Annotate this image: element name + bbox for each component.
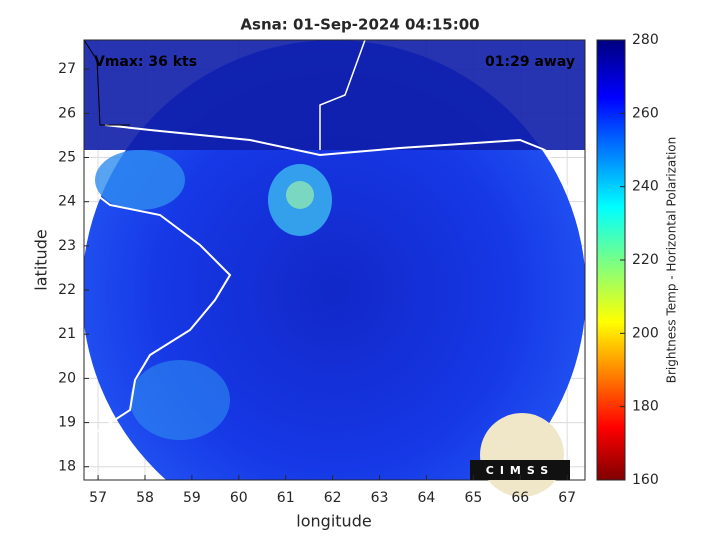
bright-area (95, 150, 185, 210)
y-tick-label: 19 (58, 415, 76, 431)
colorbar-tick-label: 280 (632, 32, 659, 48)
x-tick-label: 57 (89, 490, 107, 506)
colorbar-tick-label: 200 (632, 325, 659, 341)
bright-area (286, 181, 314, 209)
coastline-outside (83, 39, 130, 126)
y-tick-label: 26 (58, 105, 76, 121)
y-tick-label: 21 (58, 326, 76, 342)
colorbar-label: Brightness Temp - Horizontal Polarizatio… (665, 137, 679, 384)
x-tick-label: 63 (371, 490, 389, 506)
y-tick-label: 25 (58, 150, 76, 166)
y-tick-label: 23 (58, 238, 76, 254)
logo-text: CIMSS (486, 464, 554, 477)
x-axis-label: longitude (296, 512, 371, 531)
x-tick-label: 64 (418, 490, 436, 506)
logo-bar (470, 460, 570, 480)
x-tick-label: 62 (324, 490, 342, 506)
border (319, 40, 366, 150)
annotation: Vmax: 36 kts (94, 54, 197, 70)
y-tick-label: 20 (58, 370, 76, 386)
satellite-image (84, 40, 585, 480)
logo: CIMSS (470, 413, 570, 497)
y-tick-label: 22 (58, 282, 76, 298)
x-tick-label: 58 (136, 490, 154, 506)
y-tick-label: 18 (58, 459, 76, 475)
annotation: 01:29 away (485, 54, 575, 70)
y-tick-label: 27 (58, 61, 76, 77)
y-axis-label: latitude (32, 229, 51, 290)
coastline (84, 184, 232, 441)
colorbar-tick-label: 240 (632, 179, 659, 195)
colorbar-tick-label: 260 (632, 105, 659, 121)
x-tick-label: 61 (277, 490, 295, 506)
chart-title: Asna: 01-Sep-2024 04:15:00 (240, 16, 479, 34)
y-tick-label: 24 (58, 194, 76, 210)
x-tick-label: 65 (464, 490, 482, 506)
bright-area (130, 360, 230, 440)
x-tick-label: 60 (230, 490, 248, 506)
x-tick-label: 67 (558, 490, 576, 506)
colorbar-tick-label: 180 (632, 399, 659, 415)
x-tick-label: 59 (183, 490, 201, 506)
colorbar-tick-label: 220 (632, 252, 659, 268)
axes-box (83, 39, 586, 481)
x-tick-label: 66 (511, 490, 529, 506)
logo-disc (480, 413, 564, 497)
colorbar-tick-label: 160 (632, 472, 659, 488)
coastline (104, 124, 576, 201)
